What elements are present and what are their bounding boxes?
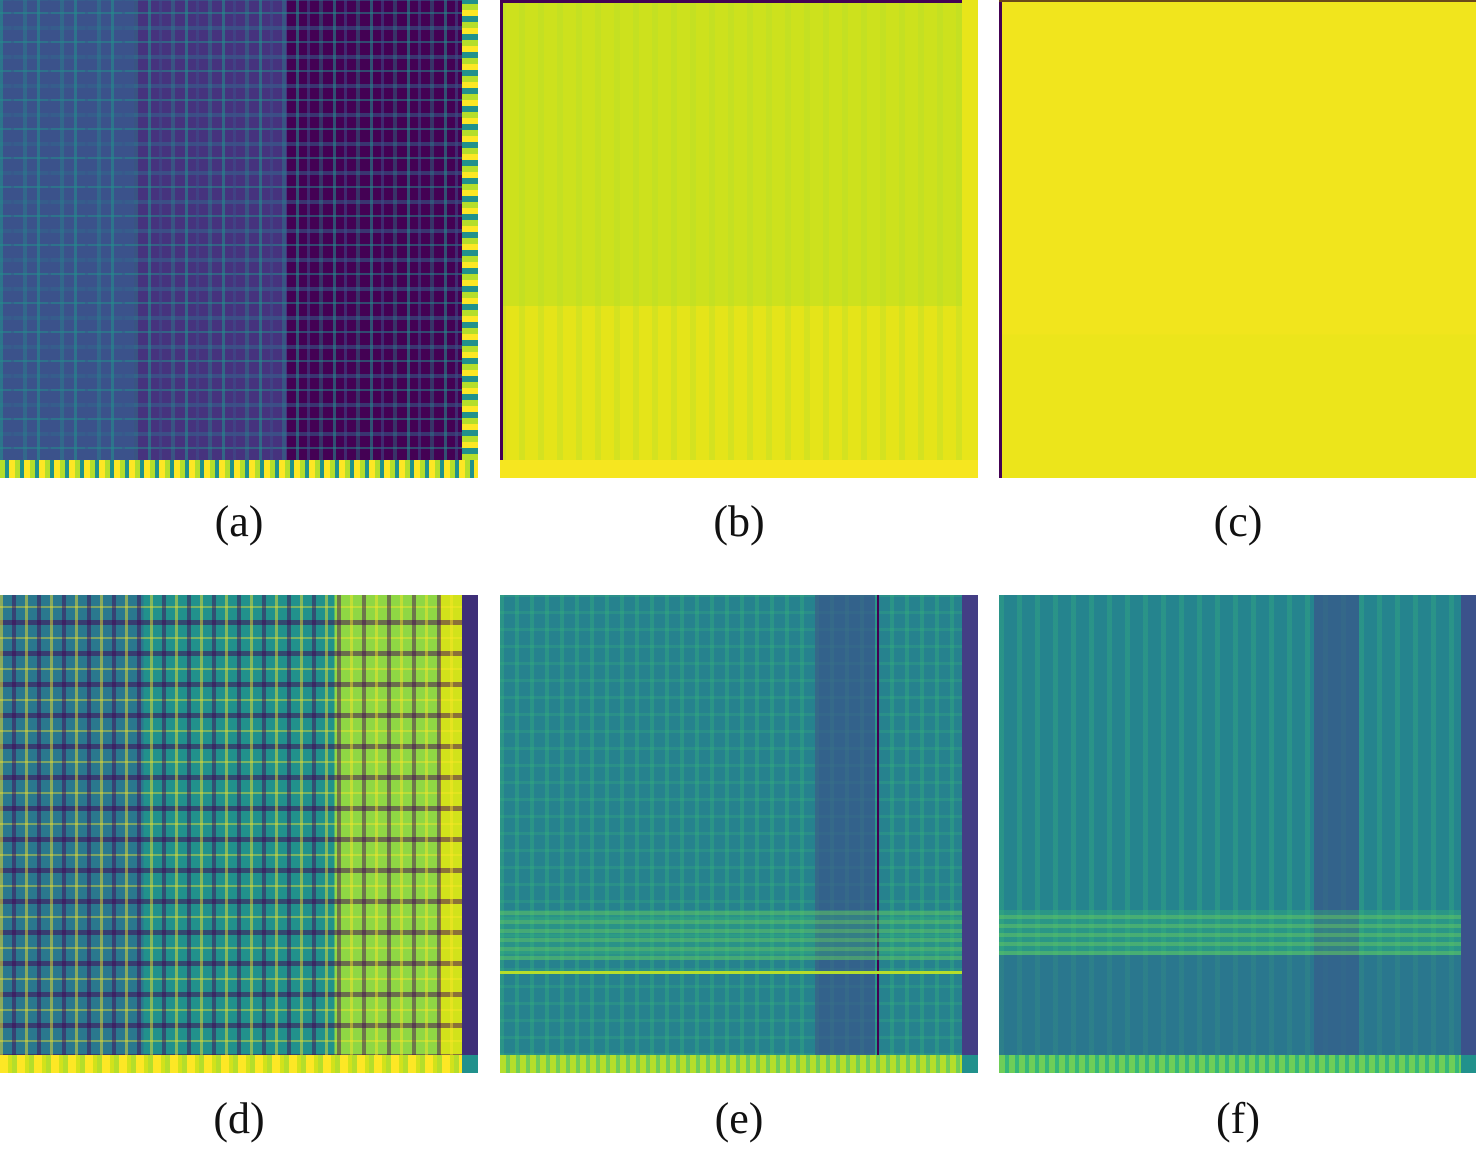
heatmap <box>999 0 1476 478</box>
caption: (e) <box>714 1094 764 1143</box>
caption: (d) <box>213 1094 265 1143</box>
caption: (a) <box>214 497 264 546</box>
heatmap <box>999 595 1476 1073</box>
heatmap <box>0 595 478 1073</box>
caption: (c) <box>1213 497 1263 546</box>
heatmap <box>500 0 978 478</box>
caption: (f) <box>1216 1094 1260 1143</box>
heatmap <box>500 595 978 1073</box>
caption: (b) <box>713 497 765 546</box>
heatmap <box>0 0 478 478</box>
